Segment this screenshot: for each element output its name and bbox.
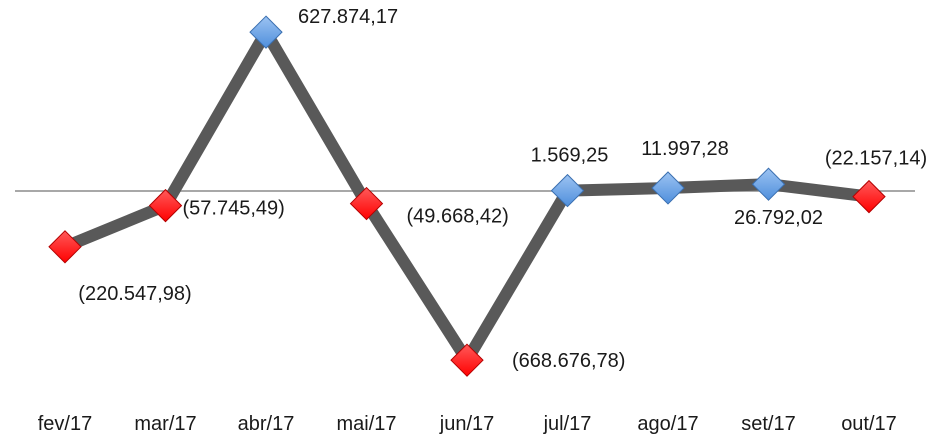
data-label-out-17: (22.157,14) [825,148,927,170]
data-label-set-17: 26.792,02 [734,207,823,229]
data-label-abr-17: 627.874,17 [298,6,398,28]
x-tick-label-jun-17: jun/17 [439,413,495,435]
x-tick-label-out-17: out/17 [841,413,897,435]
data-point-set-17 [751,167,786,201]
data-label-ago-17: 11.997,28 [641,138,729,160]
data-label-jun-17: (668.676,78) [512,350,625,372]
data-point-fev-17 [48,230,82,264]
data-label-mai-17: (49.668,42) [407,206,509,228]
data-point-mai-17 [349,186,384,221]
data-point-abr-17 [249,15,283,49]
data-label-fev-17: (220.547,98) [78,283,191,305]
data-point-mar-17 [148,188,183,223]
x-tick-label-mar-17: mar/17 [134,413,196,435]
data-label-mar-17: (57.745,49) [183,198,285,220]
data-point-jul-17 [550,173,585,208]
x-tick-label-set-17: set/17 [741,413,795,435]
data-point-ago-17 [651,171,685,205]
x-tick-label-ago-17: ago/17 [637,413,698,435]
data-point-jun-17 [450,343,484,377]
x-tick-label-mai-17: mai/17 [336,413,396,435]
x-tick-label-fev-17: fev/17 [38,413,92,435]
x-tick-label-abr-17: abr/17 [238,413,295,435]
data-point-out-17 [852,179,886,214]
x-tick-label-jul-17: jul/17 [543,413,592,435]
data-label-jul-17: 1.569,25 [531,145,609,167]
series-line [62,20,870,372]
